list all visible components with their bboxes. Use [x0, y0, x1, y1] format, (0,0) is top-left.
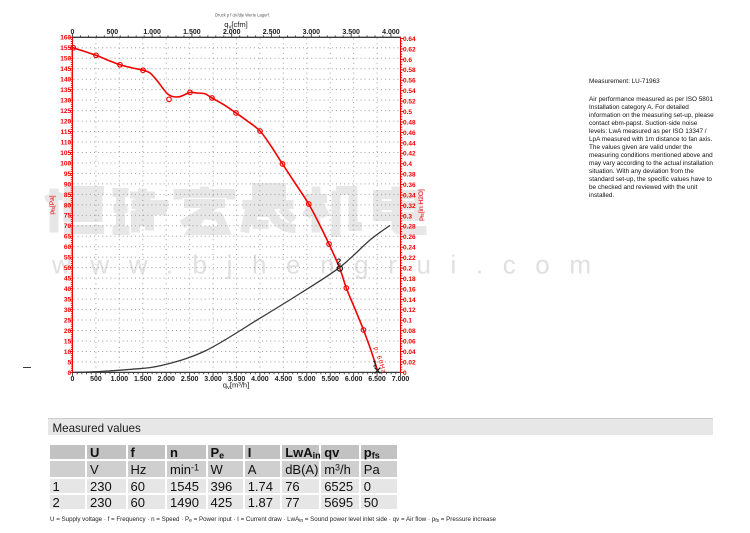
- svg-text:80: 80: [64, 202, 72, 209]
- svg-text:0.24: 0.24: [403, 245, 416, 252]
- svg-text:95: 95: [64, 171, 72, 178]
- svg-text:www.bjhengrui.com: www.bjhengrui.com: [51, 250, 611, 280]
- svg-text:5: 5: [67, 359, 71, 366]
- svg-text:0.36: 0.36: [403, 182, 416, 189]
- svg-text:1.500: 1.500: [183, 29, 201, 36]
- svg-text:155: 155: [60, 45, 71, 52]
- svg-text:130: 130: [60, 98, 71, 105]
- svg-text:0.04: 0.04: [403, 349, 416, 356]
- svg-text:45: 45: [64, 276, 72, 283]
- svg-text:4.500: 4.500: [275, 376, 293, 383]
- svg-text:3.500: 3.500: [342, 29, 360, 36]
- svg-text:0.08: 0.08: [403, 328, 416, 335]
- svg-text:Druck p f qV/dje Werte Lagerf.: Druck p f qV/dje Werte Lagerf.: [215, 13, 270, 18]
- svg-text:145: 145: [60, 66, 71, 73]
- svg-text:0.28: 0.28: [403, 224, 416, 231]
- svg-text:2.500: 2.500: [181, 376, 199, 383]
- svg-text:10: 10: [64, 349, 72, 356]
- svg-text:0.6: 0.6: [403, 57, 412, 64]
- svg-text:0.18: 0.18: [403, 276, 416, 283]
- svg-text:pfs[in H2O]: pfs[in H2O]: [418, 189, 426, 221]
- svg-text:0.14: 0.14: [403, 297, 416, 304]
- svg-text:5.500: 5.500: [321, 376, 339, 383]
- svg-text:150: 150: [60, 56, 71, 63]
- svg-text:0: 0: [67, 370, 71, 377]
- svg-text:0.38: 0.38: [403, 172, 416, 179]
- svg-text:0.22: 0.22: [403, 255, 416, 262]
- svg-text:500: 500: [90, 376, 102, 383]
- svg-text:3.500: 3.500: [228, 376, 246, 383]
- svg-text:0.12: 0.12: [403, 307, 416, 314]
- svg-text:0: 0: [71, 29, 75, 36]
- svg-text:0.16: 0.16: [403, 286, 416, 293]
- svg-text:0.64: 0.64: [403, 36, 416, 43]
- svg-text:7.000: 7.000: [392, 376, 410, 383]
- svg-text:0.34: 0.34: [403, 192, 416, 199]
- svg-text:0.52: 0.52: [403, 99, 416, 106]
- svg-text:4.000: 4.000: [251, 376, 269, 383]
- svg-text:0.46: 0.46: [403, 130, 416, 137]
- svg-text:0.42: 0.42: [403, 151, 416, 158]
- svg-text:0: 0: [403, 370, 407, 377]
- svg-text:35: 35: [64, 297, 72, 304]
- svg-text:115: 115: [61, 129, 72, 136]
- svg-text:5.000: 5.000: [298, 376, 316, 383]
- svg-text:120: 120: [60, 118, 71, 125]
- svg-text:0.06: 0.06: [403, 339, 416, 346]
- svg-text:30: 30: [64, 307, 72, 314]
- svg-text:3.000: 3.000: [303, 29, 321, 36]
- svg-text:0.1: 0.1: [403, 318, 412, 325]
- svg-text:70: 70: [64, 223, 72, 230]
- svg-text:0.3: 0.3: [403, 213, 412, 220]
- svg-text:1.000: 1.000: [143, 29, 161, 36]
- svg-text:65: 65: [64, 234, 72, 241]
- svg-text:qv[cfm]: qv[cfm]: [224, 20, 248, 31]
- svg-text:0: 0: [71, 376, 75, 383]
- svg-text:125: 125: [60, 108, 71, 115]
- svg-text:500: 500: [106, 29, 118, 36]
- svg-text:90: 90: [64, 181, 72, 188]
- svg-text:135: 135: [60, 87, 71, 94]
- svg-text:50: 50: [64, 265, 72, 272]
- svg-text:40: 40: [64, 286, 72, 293]
- svg-text:105: 105: [60, 150, 71, 157]
- svg-text:0.26: 0.26: [403, 234, 416, 241]
- svg-text:2.000: 2.000: [223, 29, 241, 36]
- svg-text:1.000: 1.000: [111, 376, 129, 383]
- svg-text:2.000: 2.000: [157, 376, 175, 383]
- svg-text:6.500: 6.500: [368, 376, 386, 383]
- svg-text:55: 55: [64, 255, 72, 262]
- svg-text:0.44: 0.44: [403, 140, 416, 147]
- svg-text:85: 85: [64, 192, 72, 199]
- svg-text:140: 140: [60, 77, 71, 84]
- svg-text:qv[m³/h]: qv[m³/h]: [223, 381, 250, 392]
- svg-text:25: 25: [64, 317, 72, 324]
- svg-text:0.56: 0.56: [403, 78, 416, 85]
- svg-text:0.54: 0.54: [403, 88, 416, 95]
- svg-text:0.5: 0.5: [403, 109, 412, 116]
- svg-text:0.58: 0.58: [403, 67, 416, 74]
- svg-text:15: 15: [64, 338, 72, 345]
- svg-text:1: 1: [373, 360, 378, 369]
- svg-text:0.02: 0.02: [403, 359, 416, 366]
- svg-text:2: 2: [337, 257, 342, 267]
- svg-text:75: 75: [64, 213, 72, 220]
- svg-text:20: 20: [64, 328, 72, 335]
- svg-text:100: 100: [60, 160, 71, 167]
- svg-text:4.000: 4.000: [382, 29, 400, 36]
- svg-text:110: 110: [61, 139, 72, 146]
- svg-text:pfs[Pa]: pfs[Pa]: [49, 195, 57, 214]
- svg-text:0.62: 0.62: [403, 46, 416, 53]
- svg-text:6.000: 6.000: [345, 376, 363, 383]
- svg-text:0.32: 0.32: [403, 203, 416, 210]
- svg-text:2.500: 2.500: [263, 29, 281, 36]
- svg-text:0.4: 0.4: [403, 161, 412, 168]
- svg-text:0.48: 0.48: [403, 119, 416, 126]
- svg-text:160: 160: [60, 35, 71, 42]
- svg-text:0.2: 0.2: [403, 265, 412, 272]
- svg-text:1.500: 1.500: [134, 376, 152, 383]
- svg-text:60: 60: [64, 244, 72, 251]
- svg-text:3.000: 3.000: [204, 376, 222, 383]
